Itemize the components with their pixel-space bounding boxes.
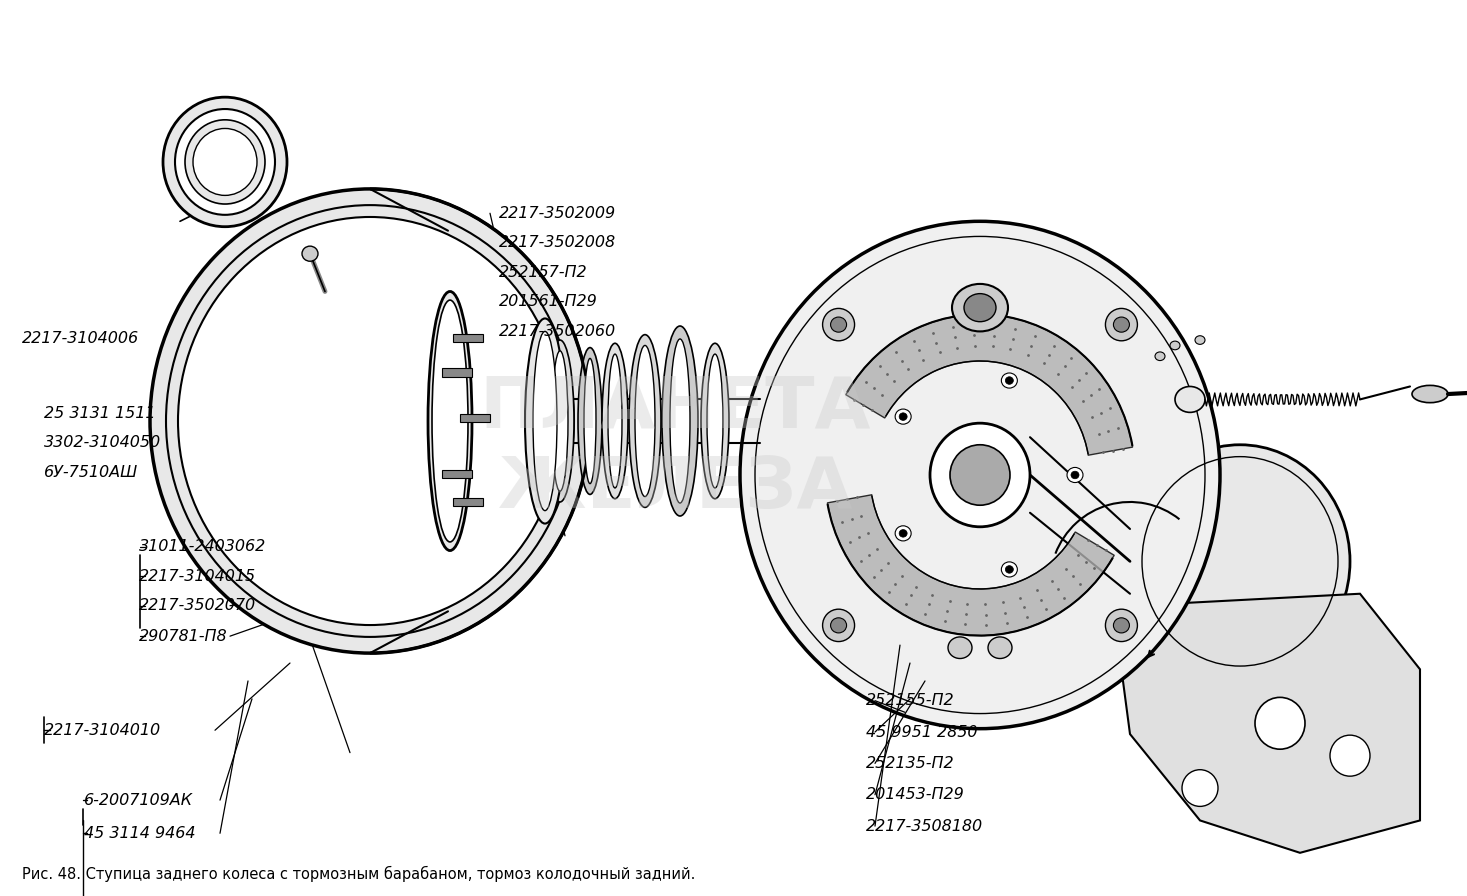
Text: 2217-3502009: 2217-3502009 xyxy=(499,206,616,220)
Polygon shape xyxy=(370,189,590,653)
Polygon shape xyxy=(1119,594,1420,853)
Ellipse shape xyxy=(1413,385,1448,402)
Ellipse shape xyxy=(1155,352,1165,360)
Ellipse shape xyxy=(823,609,855,642)
Text: 31011-2403062: 31011-2403062 xyxy=(139,539,267,554)
Ellipse shape xyxy=(163,97,288,227)
Ellipse shape xyxy=(1331,735,1370,776)
Ellipse shape xyxy=(546,340,574,502)
Text: 45 9951 2850: 45 9951 2850 xyxy=(866,725,977,739)
Ellipse shape xyxy=(178,217,562,625)
Ellipse shape xyxy=(1005,376,1014,384)
Text: 201561-П29: 201561-П29 xyxy=(499,295,597,309)
Ellipse shape xyxy=(899,413,907,420)
Ellipse shape xyxy=(1106,609,1137,642)
Ellipse shape xyxy=(629,334,662,507)
Ellipse shape xyxy=(415,230,481,611)
Ellipse shape xyxy=(823,308,855,340)
Text: 6-2007109АК: 6-2007109АК xyxy=(84,793,192,807)
Ellipse shape xyxy=(670,339,689,503)
Text: Рис. 48. Ступица заднего колеса с тормозным барабаном, тормоз колодочный задний.: Рис. 48. Ступица заднего колеса с тормоз… xyxy=(22,866,695,883)
Ellipse shape xyxy=(1113,618,1130,633)
Ellipse shape xyxy=(428,291,472,550)
Text: 2217-3502070: 2217-3502070 xyxy=(139,599,257,613)
Text: 25 3131 1511: 25 3131 1511 xyxy=(44,406,156,420)
Ellipse shape xyxy=(635,346,654,496)
Bar xyxy=(461,414,490,422)
Ellipse shape xyxy=(830,317,846,332)
Bar xyxy=(442,470,472,478)
Text: 6У-7510АШ: 6У-7510АШ xyxy=(44,465,138,479)
Ellipse shape xyxy=(1182,770,1218,806)
Text: 45 3114 9464: 45 3114 9464 xyxy=(84,826,195,840)
Ellipse shape xyxy=(150,189,590,653)
Text: 2217-3502060: 2217-3502060 xyxy=(499,324,616,339)
Ellipse shape xyxy=(952,284,1008,332)
Text: ПЛАНЕТА: ПЛАНЕТА xyxy=(480,373,870,443)
Text: 2217-3104010: 2217-3104010 xyxy=(44,723,161,737)
Polygon shape xyxy=(846,314,1133,455)
Ellipse shape xyxy=(194,128,257,195)
Ellipse shape xyxy=(662,326,698,516)
Ellipse shape xyxy=(1175,386,1204,412)
Ellipse shape xyxy=(1113,317,1130,332)
Ellipse shape xyxy=(707,354,723,488)
Text: 290781-П8: 290781-П8 xyxy=(139,629,227,643)
Text: 252155-П2: 252155-П2 xyxy=(866,694,954,708)
Ellipse shape xyxy=(1130,444,1350,678)
Ellipse shape xyxy=(302,246,318,262)
Ellipse shape xyxy=(987,637,1012,659)
Ellipse shape xyxy=(1171,341,1179,349)
Polygon shape xyxy=(827,495,1115,635)
Ellipse shape xyxy=(578,348,601,495)
Ellipse shape xyxy=(701,343,729,499)
Text: 252157-П2: 252157-П2 xyxy=(499,265,587,280)
Ellipse shape xyxy=(948,637,973,659)
Ellipse shape xyxy=(431,300,468,542)
Bar xyxy=(453,498,484,506)
Ellipse shape xyxy=(1106,308,1137,340)
Ellipse shape xyxy=(1067,468,1083,483)
Ellipse shape xyxy=(185,120,266,204)
Ellipse shape xyxy=(1005,565,1014,573)
Text: 201453-П29: 201453-П29 xyxy=(866,788,964,802)
Ellipse shape xyxy=(1254,697,1306,749)
Ellipse shape xyxy=(1002,373,1017,388)
Ellipse shape xyxy=(830,618,846,633)
Ellipse shape xyxy=(1002,562,1017,577)
Ellipse shape xyxy=(964,294,996,322)
Ellipse shape xyxy=(739,221,1221,728)
Ellipse shape xyxy=(607,354,622,488)
Ellipse shape xyxy=(533,332,557,511)
Ellipse shape xyxy=(525,318,565,523)
Text: ЖЕЛЕЗА: ЖЕЛЕЗА xyxy=(497,453,852,523)
Ellipse shape xyxy=(1196,336,1204,344)
Bar xyxy=(453,333,483,342)
Ellipse shape xyxy=(584,358,596,484)
Ellipse shape xyxy=(951,444,1009,505)
Ellipse shape xyxy=(175,109,274,215)
Text: 2217-3502008: 2217-3502008 xyxy=(499,236,616,250)
Ellipse shape xyxy=(895,526,911,541)
Text: 3302-3104050: 3302-3104050 xyxy=(44,435,161,450)
Text: 2217-3508180: 2217-3508180 xyxy=(866,819,983,833)
Ellipse shape xyxy=(899,530,907,537)
Text: 2217-3104015: 2217-3104015 xyxy=(139,569,257,583)
Ellipse shape xyxy=(552,351,568,491)
Ellipse shape xyxy=(930,423,1030,527)
Bar xyxy=(442,368,472,377)
Ellipse shape xyxy=(1071,471,1080,478)
Ellipse shape xyxy=(601,343,628,499)
Text: 252135-П2: 252135-П2 xyxy=(866,756,954,771)
Text: 2217-3104006: 2217-3104006 xyxy=(22,332,139,346)
Ellipse shape xyxy=(895,409,911,424)
